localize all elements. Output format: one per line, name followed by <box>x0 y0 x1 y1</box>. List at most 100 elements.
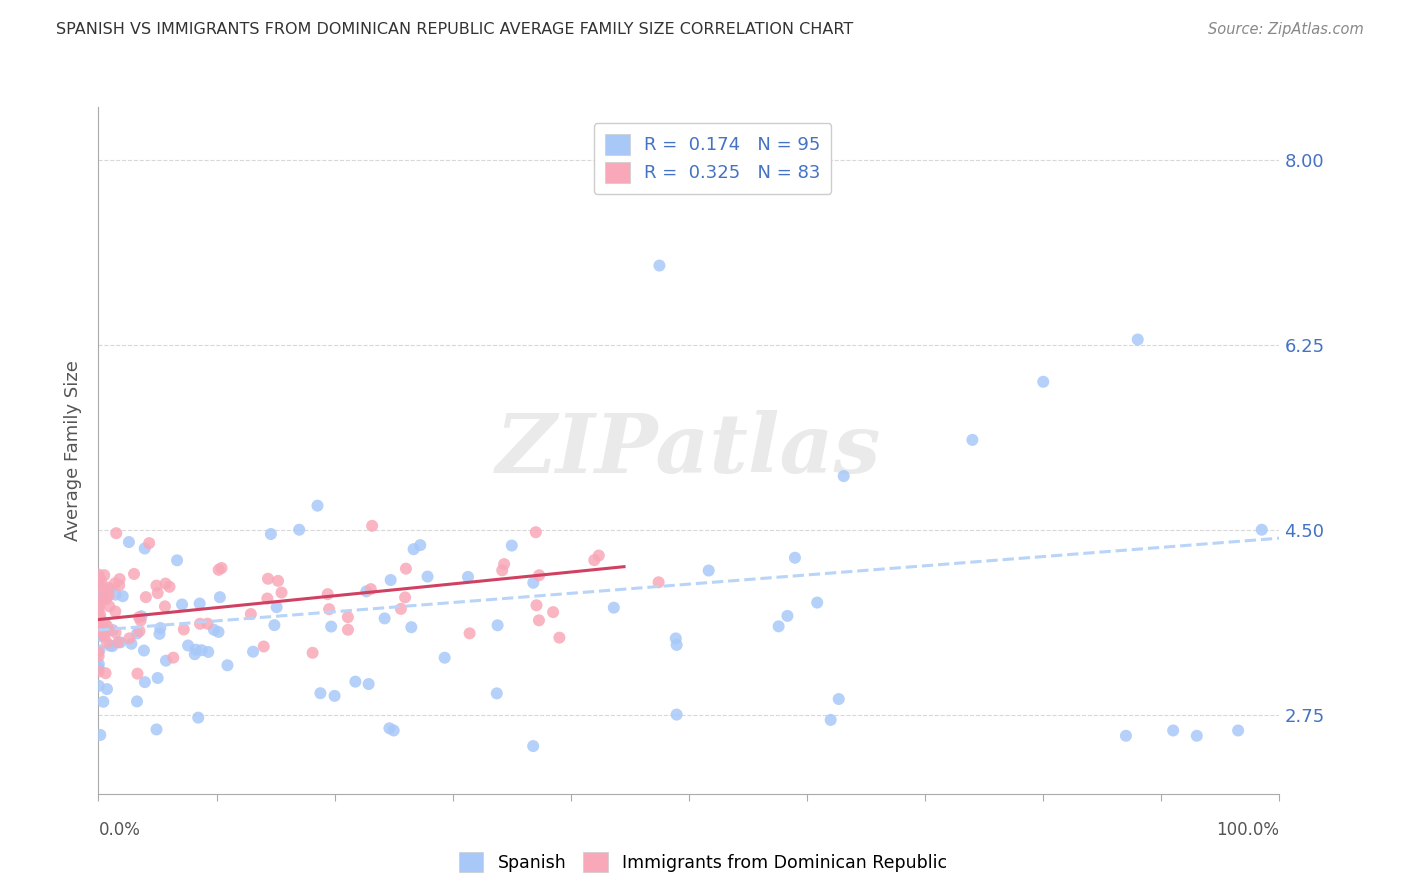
Point <box>87 665 110 679</box>
Point <box>131 609 153 624</box>
Point <box>145 579 167 593</box>
Point <box>105 526 128 541</box>
Point <box>87 567 110 582</box>
Point <box>433 650 456 665</box>
Point <box>146 586 169 600</box>
Point <box>98 582 121 596</box>
Point <box>267 574 290 588</box>
Point <box>87 599 110 613</box>
Point <box>93 615 115 630</box>
Point <box>541 605 564 619</box>
Point <box>501 539 523 553</box>
Point <box>665 638 688 652</box>
Point <box>527 568 550 582</box>
Point <box>87 649 110 664</box>
Point <box>191 643 214 657</box>
Point <box>155 654 177 668</box>
Text: SPANISH VS IMMIGRANTS FROM DOMINICAN REPUBLIC AVERAGE FAMILY SIZE CORRELATION CH: SPANISH VS IMMIGRANTS FROM DOMINICAN REP… <box>56 22 853 37</box>
Point <box>118 632 141 646</box>
Point <box>89 643 111 657</box>
Point <box>146 671 169 685</box>
Point <box>828 692 851 706</box>
Point <box>336 610 359 624</box>
Point <box>1227 723 1250 738</box>
Point <box>97 589 120 603</box>
Point <box>491 563 513 577</box>
Point <box>87 657 110 671</box>
Point <box>93 568 115 582</box>
Point <box>242 645 264 659</box>
Point <box>101 639 124 653</box>
Point <box>524 525 547 540</box>
Point <box>1161 723 1184 738</box>
Point <box>134 541 156 556</box>
Point <box>89 589 111 603</box>
Point <box>135 590 157 604</box>
Point <box>307 499 329 513</box>
Point <box>603 600 626 615</box>
Point <box>401 620 423 634</box>
Point <box>202 623 225 637</box>
Point <box>89 611 111 625</box>
Point <box>270 585 292 599</box>
Point <box>806 596 828 610</box>
Point <box>356 584 378 599</box>
Point <box>832 469 855 483</box>
Text: 0.0%: 0.0% <box>98 822 141 839</box>
Point <box>111 589 134 603</box>
Point <box>104 576 127 591</box>
Point <box>318 602 340 616</box>
Point <box>98 599 121 614</box>
Point <box>107 635 129 649</box>
Point <box>395 562 418 576</box>
Point <box>110 635 132 649</box>
Point <box>87 577 110 591</box>
Point <box>253 640 276 654</box>
Point <box>962 433 984 447</box>
Point <box>129 614 152 628</box>
Point <box>138 536 160 550</box>
Point <box>188 616 211 631</box>
Point <box>90 591 112 606</box>
Point <box>91 695 114 709</box>
Point <box>1032 375 1054 389</box>
Point <box>153 599 176 614</box>
Y-axis label: Average Family Size: Average Family Size <box>65 360 83 541</box>
Point <box>128 624 150 639</box>
Text: ZIPatlas: ZIPatlas <box>496 410 882 491</box>
Point <box>548 631 571 645</box>
Point <box>89 728 111 742</box>
Point <box>97 581 120 595</box>
Point <box>127 666 149 681</box>
Point <box>527 613 550 627</box>
Point <box>90 622 112 636</box>
Point <box>457 570 479 584</box>
Point <box>776 608 799 623</box>
Text: Source: ZipAtlas.com: Source: ZipAtlas.com <box>1208 22 1364 37</box>
Point <box>104 605 127 619</box>
Point <box>416 569 439 583</box>
Point <box>132 643 155 657</box>
Point <box>522 739 544 753</box>
Point <box>89 607 111 622</box>
Point <box>378 721 401 735</box>
Point <box>382 723 405 738</box>
Point <box>494 557 516 571</box>
Point <box>187 711 209 725</box>
Point <box>522 575 544 590</box>
Point <box>149 621 172 635</box>
Point <box>697 564 720 578</box>
Point <box>336 623 359 637</box>
Point <box>118 535 141 549</box>
Point <box>344 674 367 689</box>
Point <box>323 689 346 703</box>
Point <box>361 518 384 533</box>
Point <box>108 572 131 586</box>
Point <box>87 645 110 659</box>
Point <box>409 538 432 552</box>
Point <box>90 574 112 588</box>
Point <box>96 635 118 649</box>
Point <box>526 599 548 613</box>
Text: 100.0%: 100.0% <box>1216 822 1279 839</box>
Legend: R =  0.174   N = 95, R =  0.325   N = 83: R = 0.174 N = 95, R = 0.325 N = 83 <box>593 123 831 194</box>
